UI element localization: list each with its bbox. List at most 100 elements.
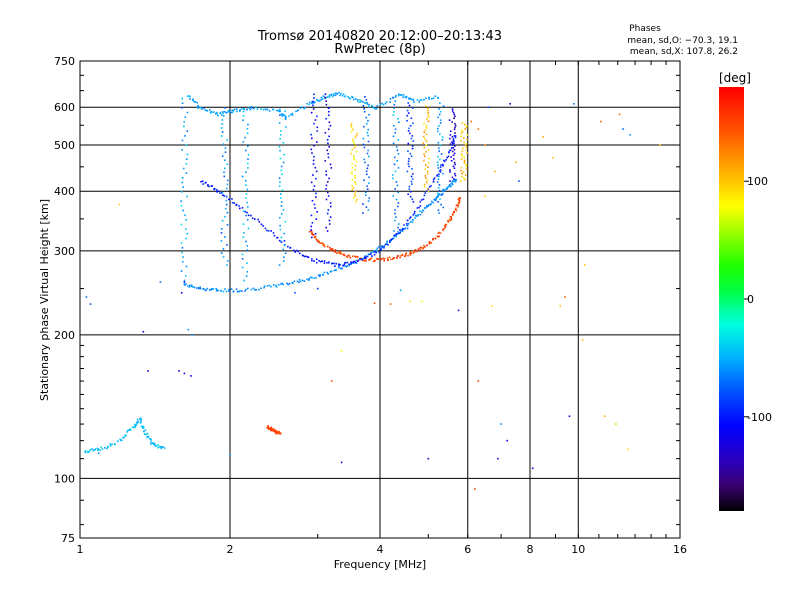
- echo-point: [452, 214, 454, 216]
- echo-point: [375, 249, 378, 251]
- echo-point: [311, 199, 314, 202]
- echo-point: [354, 164, 357, 167]
- echo-point: [394, 128, 397, 131]
- echo-point: [253, 289, 256, 291]
- echo-point: [376, 247, 379, 250]
- echo-point: [416, 99, 419, 101]
- echo-point: [397, 223, 400, 225]
- echo-point: [246, 132, 249, 135]
- echo-point: [142, 427, 144, 429]
- echo-point: [315, 170, 318, 173]
- echo-point: [362, 212, 364, 214]
- echo-point: [367, 164, 369, 167]
- echo-point: [424, 177, 427, 179]
- echo-point: [331, 95, 334, 98]
- echo-point: [427, 205, 430, 207]
- echo-point: [371, 105, 374, 108]
- echo-point: [409, 252, 411, 255]
- x-axis-label: Frequency [MHz]: [334, 558, 426, 571]
- echo-point: [445, 159, 448, 161]
- echo-point: [355, 201, 357, 203]
- echo-point: [325, 226, 327, 229]
- echo-point: [327, 107, 330, 109]
- echo-point: [402, 96, 404, 98]
- echo-point: [437, 97, 439, 100]
- echo-point: [407, 193, 409, 196]
- echo-point: [454, 163, 456, 166]
- echo-point: [325, 96, 327, 99]
- echo-point: [222, 290, 225, 293]
- echo-point: [438, 212, 440, 214]
- echo-point: [193, 100, 196, 103]
- echo-point: [303, 255, 306, 258]
- echo-point: [109, 444, 112, 447]
- echo-point: [244, 136, 246, 139]
- echo-point: [284, 114, 286, 117]
- echo-point: [316, 99, 319, 102]
- echo-point: [432, 180, 435, 183]
- echo-point: [397, 232, 400, 235]
- echo-point: [279, 216, 281, 219]
- echo-point: [279, 228, 282, 231]
- echo-point: [212, 288, 215, 290]
- echo-point: [438, 124, 440, 127]
- echo-point: [423, 186, 426, 188]
- x-tick-label: 1: [77, 543, 84, 556]
- echo-point: [190, 375, 192, 377]
- echo-point: [434, 95, 437, 97]
- echo-point: [241, 266, 244, 269]
- echo-point: [416, 207, 419, 209]
- echo-point: [270, 230, 272, 232]
- echo-point: [268, 110, 271, 112]
- echo-point: [422, 209, 425, 212]
- echo-point: [451, 180, 454, 182]
- echo-point: [389, 98, 392, 100]
- echo-point: [353, 142, 356, 145]
- echo-point: [453, 128, 456, 131]
- echo-point: [427, 166, 429, 168]
- echo-point: [219, 111, 222, 114]
- echo-point: [318, 275, 321, 278]
- echo-point: [531, 467, 534, 470]
- echo-point: [446, 186, 449, 189]
- echo-point: [284, 252, 287, 255]
- echo-point: [398, 121, 400, 124]
- echo-point: [244, 149, 247, 152]
- echo-point: [460, 157, 463, 160]
- echo-point: [338, 265, 340, 267]
- echo-point: [451, 135, 454, 138]
- echo-point: [348, 264, 351, 267]
- echo-point: [220, 240, 223, 242]
- echo-point: [378, 251, 381, 253]
- echo-point: [399, 289, 402, 292]
- echo-point: [398, 232, 401, 235]
- echo-point: [352, 98, 355, 101]
- echo-point: [351, 162, 353, 165]
- echo-point: [363, 125, 365, 128]
- echo-point: [460, 169, 462, 172]
- echo-point: [247, 167, 249, 169]
- echo-point: [399, 228, 401, 231]
- echo-point: [219, 112, 222, 115]
- echo-point: [313, 155, 315, 158]
- echo-point: [191, 334, 194, 336]
- echo-point: [367, 253, 370, 256]
- echo-point: [215, 188, 218, 191]
- echo-point: [354, 180, 356, 183]
- echo-point: [410, 117, 413, 119]
- echo-point: [426, 181, 428, 184]
- echo-point: [97, 448, 100, 450]
- echo-point: [321, 260, 323, 263]
- echo-point: [327, 156, 330, 159]
- echo-point: [185, 158, 188, 160]
- echo-point: [243, 279, 245, 282]
- echo-point: [425, 105, 427, 107]
- echo-point: [278, 185, 281, 187]
- echo-point: [185, 283, 187, 285]
- echo-point: [312, 101, 315, 104]
- echo-point: [350, 126, 353, 129]
- echo-point: [464, 123, 466, 126]
- echo-point: [450, 218, 453, 221]
- echo-point: [245, 275, 248, 277]
- echo-point: [428, 98, 430, 100]
